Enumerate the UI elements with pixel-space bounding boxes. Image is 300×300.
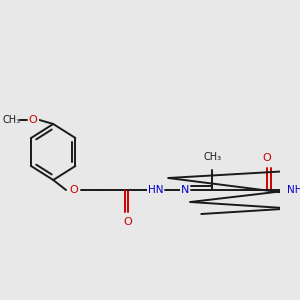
Text: CH₃: CH₃ [2, 115, 20, 125]
Text: HN: HN [148, 185, 163, 195]
Text: CH₃: CH₃ [203, 152, 221, 162]
Text: O: O [69, 185, 78, 195]
Text: N: N [181, 185, 189, 195]
Text: O: O [263, 153, 272, 163]
Text: NH: NH [287, 185, 300, 195]
Text: O: O [29, 115, 38, 125]
Text: O: O [124, 217, 133, 227]
